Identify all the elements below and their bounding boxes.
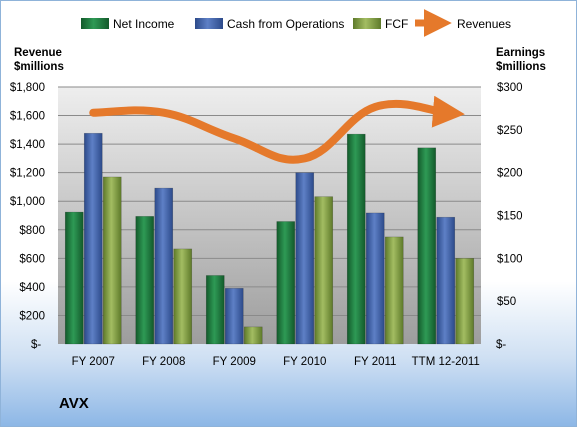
left-tick-label: $1,400 bbox=[10, 139, 45, 151]
right-axis-title-line2: $millions bbox=[496, 61, 546, 73]
bar-cash-from-operations bbox=[365, 212, 385, 345]
right-tick-label: $300 bbox=[497, 82, 523, 94]
right-tick-label: $100 bbox=[497, 253, 523, 265]
left-tick-label: $200 bbox=[19, 310, 45, 322]
bar-cash-from-operations bbox=[224, 288, 244, 345]
x-tick-label: FY 2007 bbox=[72, 356, 115, 368]
bar-fcf bbox=[384, 236, 404, 345]
bars-group bbox=[64, 132, 475, 345]
bar-cash-from-operations bbox=[295, 172, 315, 345]
left-tick-label: $800 bbox=[19, 225, 45, 237]
x-tick-label: FY 2011 bbox=[354, 356, 396, 368]
legend-label-revenues: Revenues bbox=[457, 17, 511, 31]
right-tick-label: $- bbox=[496, 339, 506, 351]
plot-area bbox=[58, 87, 481, 344]
bar-net-income bbox=[205, 275, 225, 345]
right-tick-label: $250 bbox=[497, 125, 523, 137]
left-tick-label: $1,000 bbox=[10, 196, 45, 208]
gridlines bbox=[58, 86, 481, 316]
x-tick-label: FY 2009 bbox=[213, 356, 256, 368]
bar-fcf bbox=[173, 248, 193, 345]
bar-fcf bbox=[455, 258, 475, 345]
bar-cash-from-operations bbox=[436, 216, 456, 345]
left-tick-label: $1,800 bbox=[10, 82, 45, 94]
bar-fcf bbox=[243, 326, 263, 345]
legend-swatch-cash-from-operations bbox=[195, 18, 223, 29]
left-tick-label: $- bbox=[31, 339, 41, 351]
legend-swatch-fcf bbox=[353, 18, 381, 29]
x-axis-ticks: FY 2007 FY 2008 FY 2009 FY 2010 FY 2011 TTM 1… bbox=[72, 356, 480, 368]
x-tick-label: FY 2008 bbox=[142, 356, 185, 368]
bar-net-income bbox=[135, 216, 155, 345]
bar-net-income bbox=[346, 133, 366, 345]
left-tick-label: $1,200 bbox=[10, 168, 45, 180]
left-tick-label: $600 bbox=[19, 253, 45, 265]
bar-net-income bbox=[417, 147, 437, 345]
bar-fcf bbox=[314, 196, 334, 345]
x-tick-label: FY 2010 bbox=[283, 356, 326, 368]
company-label: AVX bbox=[59, 395, 89, 412]
bar-cash-from-operations bbox=[83, 132, 103, 345]
bar-net-income bbox=[276, 221, 296, 345]
right-tick-label: $200 bbox=[497, 168, 523, 180]
legend-label-cash-from-operations: Cash from Operations bbox=[227, 17, 344, 31]
bar-fcf bbox=[102, 176, 122, 345]
bar-cash-from-operations bbox=[154, 187, 174, 345]
right-axis-ticks: $- $50 $100 $150 $200 $250 $300 bbox=[496, 82, 523, 351]
left-axis-title-line1: Revenue bbox=[14, 47, 62, 59]
right-tick-label: $150 bbox=[497, 211, 523, 223]
right-axis-title-line1: Earnings bbox=[496, 47, 545, 59]
legend: Net Income Cash from Operations FCF Reve… bbox=[81, 9, 511, 37]
legend-label-fcf: FCF bbox=[385, 17, 408, 31]
left-axis-title-line2: $millions bbox=[14, 61, 64, 73]
x-tick-label: TTM 12-2011 bbox=[412, 356, 480, 368]
left-tick-label: $1,600 bbox=[10, 111, 45, 123]
right-tick-label: $50 bbox=[497, 296, 516, 308]
legend-label-net-income: Net Income bbox=[113, 17, 175, 31]
left-tick-label: $400 bbox=[19, 282, 45, 294]
left-axis-ticks: $- $200 $400 $600 $800 $1,000 $1,200 $1,400 $1,6… bbox=[10, 82, 45, 351]
legend-swatch-net-income bbox=[81, 18, 109, 29]
bar-net-income bbox=[64, 211, 84, 345]
revenues-line bbox=[89, 95, 465, 164]
